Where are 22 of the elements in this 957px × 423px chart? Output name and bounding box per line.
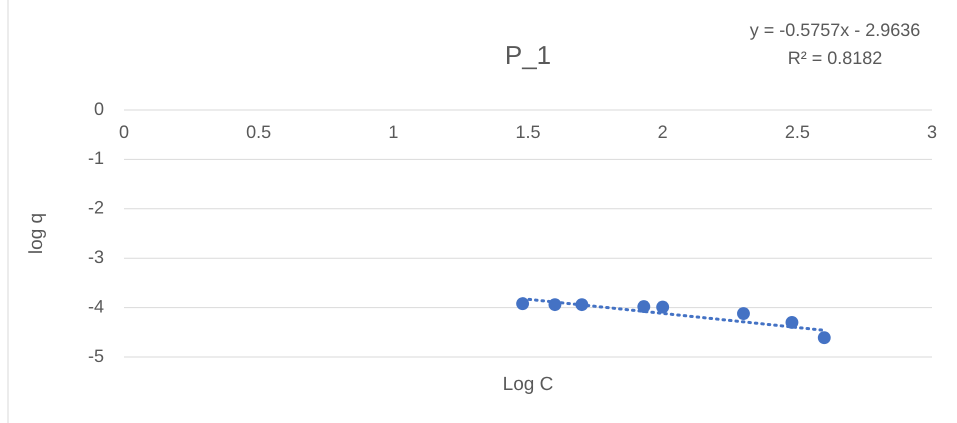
y-tick-label: -4 <box>88 296 104 316</box>
y-axis-title: log q <box>26 212 47 254</box>
point <box>516 297 530 310</box>
x-tick-label: 0.5 <box>246 122 272 142</box>
x-tick-label: 2 <box>658 122 668 142</box>
x-axis-title: Log C <box>502 374 554 395</box>
x-tick-label: 3 <box>926 122 938 142</box>
point <box>818 331 831 344</box>
y-tick-label: -2 <box>88 198 104 218</box>
text: y = -0.5757x - 2.9636 <box>750 20 920 40</box>
point <box>656 300 670 314</box>
y-tick-label: 0 <box>94 98 104 119</box>
chart-title: P_1 <box>504 40 552 70</box>
text: R² = 0.8182 <box>788 48 882 68</box>
point <box>737 307 750 320</box>
x-tick-label: 1.5 <box>515 122 541 142</box>
y-tick-label: -5 <box>88 346 104 366</box>
x-tick-label: 0 <box>118 122 130 142</box>
y-tick-label: -1 <box>88 148 104 168</box>
y-tick-label: -3 <box>88 246 104 267</box>
x-tick-label: 1 <box>388 122 398 142</box>
x-tick-label: 2.5 <box>784 122 810 142</box>
